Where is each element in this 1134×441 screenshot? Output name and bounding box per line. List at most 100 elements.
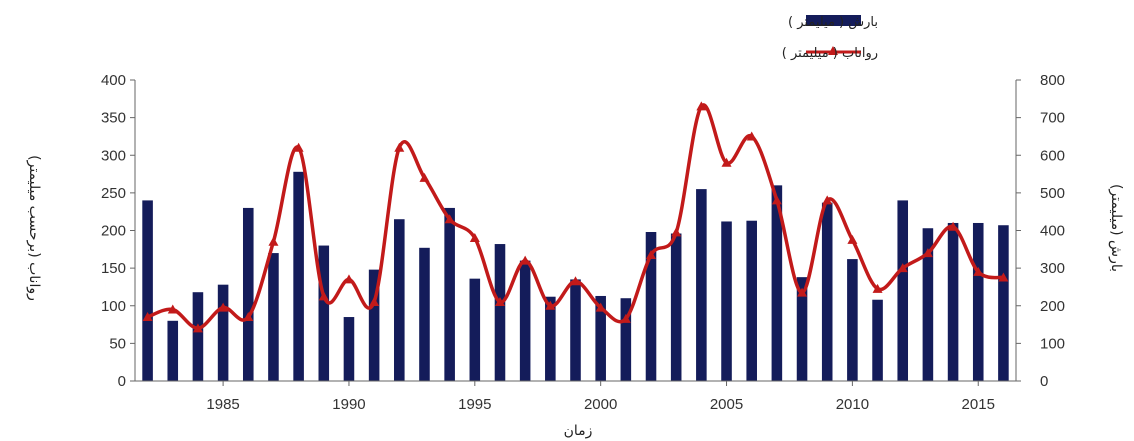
precipitation-bar [821,202,833,381]
runoff-point [721,157,732,167]
precipitation-bar [494,244,506,381]
runoff-point [822,195,833,205]
x-tick-label: 1985 [206,396,239,413]
precipitation-bar [796,277,808,381]
precipitation-bar [998,225,1009,381]
precipitation-bar [167,320,179,381]
runoff-point [620,313,631,323]
runoff-point [394,142,405,152]
runoff-point [872,283,883,293]
x-tick-label: 2005 [710,396,743,413]
runoff-point [671,227,682,237]
y-left-tick-label: 0 [118,373,126,390]
runoff-point [218,302,229,312]
precipitation-bar [343,317,355,381]
runoff-point [746,131,757,141]
runoff-point [142,312,153,322]
runoff-point [444,214,455,224]
runoff-point [343,274,354,284]
legend-swatch-precipitation [806,15,861,26]
runoff-point [243,312,254,322]
precipitation-bar [771,185,783,381]
y-right-tick-label: 100 [1040,335,1065,352]
precipitation-bar [670,233,682,381]
precipitation-bar [696,189,707,381]
legend-swatch-runoff-marker [828,46,838,55]
precipitation-bar [570,279,581,381]
x-tick-label: 2010 [836,396,869,413]
precipitation-bar [444,207,455,381]
precipitation-bar [595,295,606,381]
runoff-point [595,302,606,312]
precipitation-bars [142,171,1009,381]
runoff-point [797,287,808,297]
y-left-tick-label: 300 [101,147,126,164]
precipitation-bar [847,259,858,381]
precipitation-bar [922,228,934,381]
legend: بارش ( میلیمتر ) رواناب ( میلیمتر ) [782,15,878,61]
y-left-tick-label: 100 [101,298,126,315]
precipitation-bar [318,245,330,381]
y-left-tick-label: 50 [109,335,126,352]
precipitation-bar [947,222,959,381]
precipitation-bar [242,207,254,381]
runoff-point [469,233,480,243]
runoff-point [545,300,556,310]
precipitation-bar [293,171,304,381]
runoff-point [192,323,203,333]
y-left-tick-label: 250 [101,185,126,202]
runoff-point [771,195,782,205]
y-right-tick-label: 700 [1040,110,1065,127]
precipitation-bar [268,253,279,381]
y-left-tick-label: 150 [101,260,126,277]
runoff-point [646,249,657,259]
y-left-tick-label: 200 [101,223,126,240]
x-tick-label: 2015 [962,396,995,413]
precipitation-bar [545,296,556,381]
runoff-point [494,296,505,306]
y-axis-right-title: بارش (میلیمتر) [1108,184,1124,272]
y-right-tick-label: 400 [1040,223,1065,240]
precipitation-bar [519,260,531,381]
precipitation-bar [469,278,481,381]
precipitation-bar [419,247,430,381]
precipitation-bar [142,200,153,381]
precipitation-bar [394,219,405,381]
precipitation-bar [721,221,732,381]
y-left-tick-label: 350 [101,110,126,127]
runoff-point [998,272,1009,282]
runoff-point [369,296,380,306]
runoff-point [318,291,329,301]
runoff-point [293,142,304,152]
y-right-tick-label: 600 [1040,147,1065,164]
runoff-point [922,248,933,258]
x-axis-title: زمان [564,423,593,439]
y-right-tick-label: 500 [1040,185,1065,202]
runoff-point [897,263,908,273]
y-right-tick-label: 300 [1040,260,1065,277]
runoff-point [419,172,430,182]
runoff-point [973,266,984,276]
runoff-point [696,101,707,111]
precipitation-bar [217,284,229,381]
x-tick-label: 1995 [458,396,491,413]
precipitation-bar [972,222,984,381]
y-right-tick-label: 200 [1040,298,1065,315]
axes: 0 50 100 150 200 250 300 350 400 0 100 200 300 400 500… [101,72,1065,413]
runoff-point [167,304,178,314]
legend-label-runoff: رواناب ( میلیمتر ) [782,46,878,61]
legend-label-precipitation: بارش ( میلیمتر ) [788,15,878,30]
precipitation-bar [897,200,909,381]
precipitation-bar [645,232,657,381]
runoff-line-series [142,101,1009,333]
precipitation-bar [368,269,380,381]
x-tick-label: 1990 [332,396,365,413]
runoff-point [570,276,581,286]
precipitation-bar [746,220,757,381]
y-left-tick-label: 400 [101,72,126,89]
precipitation-bar [620,298,632,381]
runoff-point [268,236,279,246]
y-right-tick-label: 800 [1040,72,1065,89]
runoff-point [847,234,858,244]
